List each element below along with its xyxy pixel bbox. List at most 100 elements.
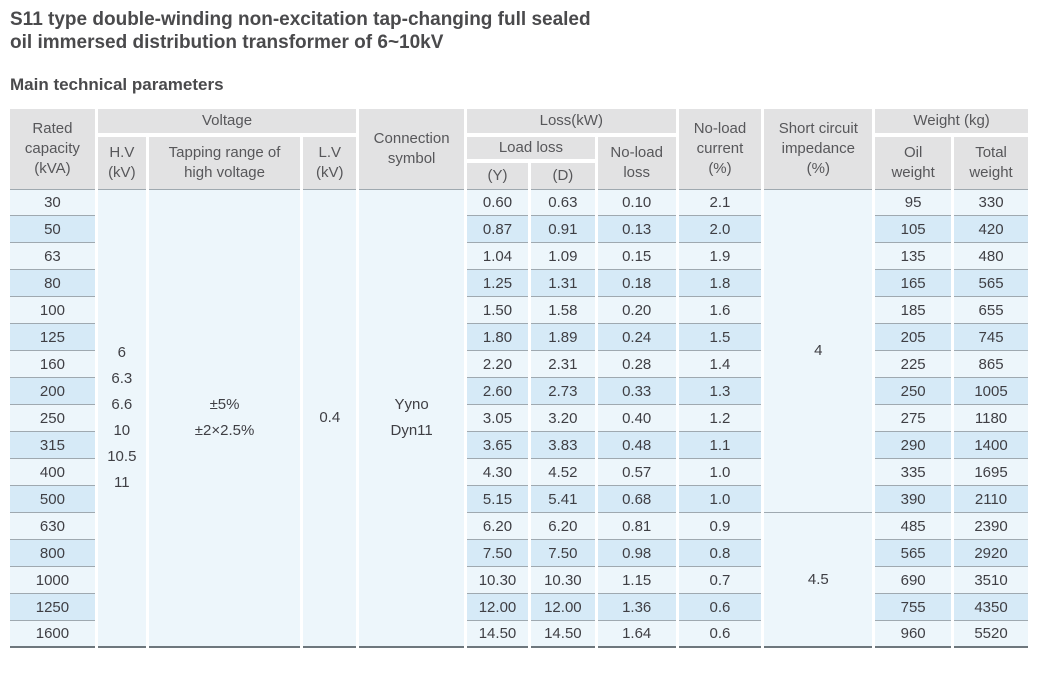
cell-no-load-current: 0.6 [678, 621, 762, 648]
cell-rated-capacity: 200 [10, 378, 95, 405]
table-row: 315 3.65 3.83 0.48 1.1 290 1400 [10, 432, 1028, 459]
header-loss-group: Loss(kW) [467, 109, 676, 137]
cell-load-loss-d: 1.09 [530, 243, 595, 270]
cell-lv-value: 0.4 [303, 189, 357, 648]
cell-total-weight: 3510 [954, 567, 1028, 594]
cell-no-load-loss: 0.48 [597, 432, 676, 459]
cell-no-load-current: 1.6 [678, 297, 762, 324]
page: S11 type double-winding non-excitation t… [10, 9, 1028, 648]
cell-load-loss-y: 4.30 [467, 459, 528, 486]
table-row: 200 2.60 2.73 0.33 1.3 250 1005 [10, 378, 1028, 405]
cell-load-loss-y: 1.04 [467, 243, 528, 270]
header-no-load-loss: No-load loss [597, 137, 676, 189]
table-body: 30 6 6.3 6.6 10 10.5 11 ±5% ±2×2.5% 0.4 Yyno… [10, 189, 1028, 648]
cell-total-weight: 655 [954, 297, 1028, 324]
cell-total-weight: 420 [954, 216, 1028, 243]
header-load-loss: Load loss [467, 137, 595, 163]
cell-load-loss-d: 12.00 [530, 594, 595, 621]
cell-oil-weight: 390 [875, 486, 952, 513]
cell-hv-values: 6 6.3 6.6 10 10.5 11 [97, 189, 146, 648]
header-oil-weight: Oil weight [875, 137, 952, 189]
cell-oil-weight: 250 [875, 378, 952, 405]
cell-no-load-loss: 1.36 [597, 594, 676, 621]
cell-oil-weight: 275 [875, 405, 952, 432]
cell-oil-weight: 690 [875, 567, 952, 594]
cell-no-load-current: 2.1 [678, 189, 762, 216]
cell-rated-capacity: 160 [10, 351, 95, 378]
header-band-1: Rated capacity (kVA) Voltage Connection … [10, 109, 1028, 189]
cell-rated-capacity: 315 [10, 432, 95, 459]
cell-no-load-current: 1.1 [678, 432, 762, 459]
cell-rated-capacity: 500 [10, 486, 95, 513]
cell-no-load-loss: 0.81 [597, 513, 676, 540]
header-voltage-group: Voltage [97, 109, 357, 137]
cell-oil-weight: 290 [875, 432, 952, 459]
cell-no-load-loss: 0.98 [597, 540, 676, 567]
cell-load-loss-d: 1.31 [530, 270, 595, 297]
cell-oil-weight: 335 [875, 459, 952, 486]
header-tapping-range: Tapping range of high voltage [148, 137, 301, 189]
cell-no-load-current: 2.0 [678, 216, 762, 243]
cell-rated-capacity: 50 [10, 216, 95, 243]
cell-oil-weight: 135 [875, 243, 952, 270]
cell-no-load-loss: 0.20 [597, 297, 676, 324]
cell-load-loss-y: 3.05 [467, 405, 528, 432]
page-title: S11 type double-winding non-excitation t… [10, 9, 591, 53]
cell-oil-weight: 165 [875, 270, 952, 297]
header-load-loss-y: (Y) [467, 163, 528, 189]
cell-total-weight: 1695 [954, 459, 1028, 486]
section-title: Main technical parameters [10, 75, 224, 94]
cell-load-loss-d: 0.91 [530, 216, 595, 243]
cell-no-load-current: 1.5 [678, 324, 762, 351]
cell-impedance-low: 4 [764, 189, 873, 513]
cell-rated-capacity: 125 [10, 324, 95, 351]
cell-load-loss-y: 3.65 [467, 432, 528, 459]
cell-connection-symbol: Yyno Dyn11 [359, 189, 465, 648]
cell-load-loss-d: 14.50 [530, 621, 595, 648]
cell-load-loss-y: 14.50 [467, 621, 528, 648]
cell-rated-capacity: 80 [10, 270, 95, 297]
cell-no-load-loss: 1.64 [597, 621, 676, 648]
cell-oil-weight: 105 [875, 216, 952, 243]
cell-no-load-current: 0.8 [678, 540, 762, 567]
cell-load-loss-y: 10.30 [467, 567, 528, 594]
cell-load-loss-y: 0.60 [467, 189, 528, 216]
header-rated-capacity: Rated capacity (kVA) [10, 109, 95, 189]
cell-no-load-current: 0.7 [678, 567, 762, 594]
cell-no-load-current: 1.2 [678, 405, 762, 432]
table-row: 500 5.15 5.41 0.68 1.0 390 2110 [10, 486, 1028, 513]
cell-no-load-current: 1.0 [678, 486, 762, 513]
table-row: 1600 14.50 14.50 1.64 0.6 960 5520 [10, 621, 1028, 648]
cell-load-loss-d: 3.83 [530, 432, 595, 459]
table-row: 63 1.04 1.09 0.15 1.9 135 480 [10, 243, 1028, 270]
cell-load-loss-d: 1.89 [530, 324, 595, 351]
cell-total-weight: 2920 [954, 540, 1028, 567]
cell-load-loss-d: 2.73 [530, 378, 595, 405]
table-row: 630 6.20 6.20 0.81 0.9 4.5 485 2390 [10, 513, 1028, 648]
header-lv: L.V (kV) [303, 137, 357, 189]
cell-load-loss-y: 6.20 [467, 513, 528, 540]
cell-load-loss-d: 7.50 [530, 540, 595, 567]
cell-load-loss-d: 6.20 [530, 513, 595, 540]
cell-load-loss-y: 12.00 [467, 594, 528, 621]
cell-rated-capacity: 1000 [10, 567, 95, 594]
cell-load-loss-d: 4.52 [530, 459, 595, 486]
cell-load-loss-y: 1.50 [467, 297, 528, 324]
header-short-circuit-impedance: Short circuit impedance (%) [764, 109, 873, 189]
cell-load-loss-y: 1.25 [467, 270, 528, 297]
cell-rated-capacity: 63 [10, 243, 95, 270]
cell-load-loss-y: 0.87 [467, 216, 528, 243]
cell-rated-capacity: 1600 [10, 621, 95, 648]
cell-total-weight: 2110 [954, 486, 1028, 513]
cell-oil-weight: 565 [875, 540, 952, 567]
cell-no-load-current: 1.9 [678, 243, 762, 270]
cell-total-weight: 1180 [954, 405, 1028, 432]
cell-no-load-loss: 0.15 [597, 243, 676, 270]
cell-total-weight: 1005 [954, 378, 1028, 405]
table-row: 400 4.30 4.52 0.57 1.0 335 1695 [10, 459, 1028, 486]
cell-total-weight: 330 [954, 189, 1028, 216]
cell-tapping-range: ±5% ±2×2.5% [148, 189, 301, 648]
cell-oil-weight: 185 [875, 297, 952, 324]
cell-rated-capacity: 630 [10, 513, 95, 540]
cell-oil-weight: 485 [875, 513, 952, 540]
